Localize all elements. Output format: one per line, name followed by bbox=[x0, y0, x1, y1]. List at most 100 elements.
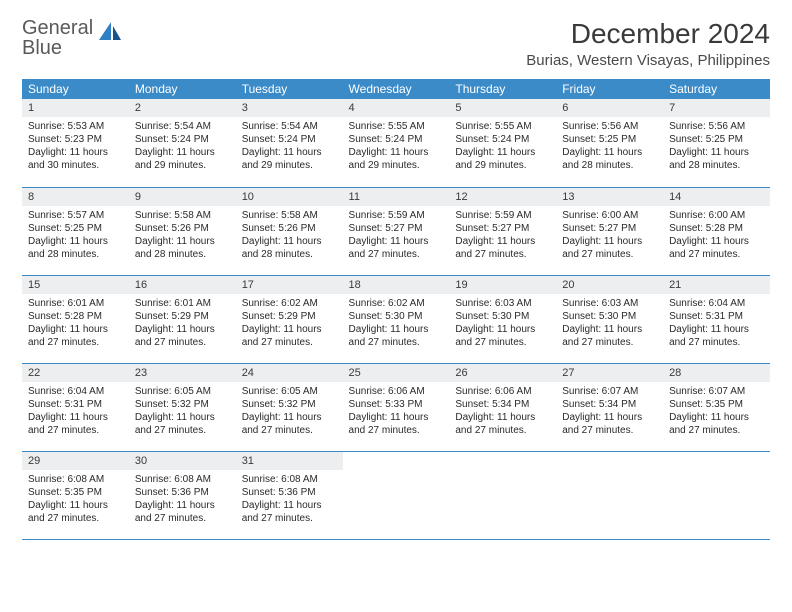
sunset-text: Sunset: 5:24 PM bbox=[349, 133, 444, 146]
calendar-week-row: 29Sunrise: 6:08 AMSunset: 5:35 PMDayligh… bbox=[22, 451, 770, 539]
sunset-text: Sunset: 5:27 PM bbox=[349, 222, 444, 235]
day-body: Sunrise: 6:00 AMSunset: 5:27 PMDaylight:… bbox=[556, 206, 663, 267]
day-header: Thursday bbox=[449, 79, 556, 99]
sail-icon bbox=[97, 20, 123, 47]
day-number: 16 bbox=[129, 276, 236, 294]
daylight-text: and 27 minutes. bbox=[242, 336, 337, 349]
daylight-text: Daylight: 11 hours bbox=[349, 235, 444, 248]
calendar-day-cell: 31Sunrise: 6:08 AMSunset: 5:36 PMDayligh… bbox=[236, 451, 343, 539]
calendar-day-cell: 16Sunrise: 6:01 AMSunset: 5:29 PMDayligh… bbox=[129, 275, 236, 363]
day-number: 6 bbox=[556, 99, 663, 117]
daylight-text: and 27 minutes. bbox=[562, 336, 657, 349]
sunset-text: Sunset: 5:27 PM bbox=[455, 222, 550, 235]
calendar-day-cell: 14Sunrise: 6:00 AMSunset: 5:28 PMDayligh… bbox=[663, 187, 770, 275]
day-number: 14 bbox=[663, 188, 770, 206]
day-body: Sunrise: 6:00 AMSunset: 5:28 PMDaylight:… bbox=[663, 206, 770, 267]
daylight-text: Daylight: 11 hours bbox=[135, 235, 230, 248]
day-body: Sunrise: 6:03 AMSunset: 5:30 PMDaylight:… bbox=[556, 294, 663, 355]
sunrise-text: Sunrise: 6:08 AM bbox=[242, 473, 337, 486]
calendar-day-cell: 7Sunrise: 5:56 AMSunset: 5:25 PMDaylight… bbox=[663, 99, 770, 187]
daylight-text: and 27 minutes. bbox=[455, 336, 550, 349]
sunrise-text: Sunrise: 6:00 AM bbox=[562, 209, 657, 222]
calendar-day-cell: 25Sunrise: 6:06 AMSunset: 5:33 PMDayligh… bbox=[343, 363, 450, 451]
sunrise-text: Sunrise: 5:55 AM bbox=[455, 120, 550, 133]
sunrise-text: Sunrise: 5:54 AM bbox=[135, 120, 230, 133]
calendar-day-cell: 3Sunrise: 5:54 AMSunset: 5:24 PMDaylight… bbox=[236, 99, 343, 187]
day-body: Sunrise: 6:08 AMSunset: 5:36 PMDaylight:… bbox=[129, 470, 236, 531]
daylight-text: and 27 minutes. bbox=[349, 336, 444, 349]
daylight-text: and 27 minutes. bbox=[135, 336, 230, 349]
daylight-text: Daylight: 11 hours bbox=[28, 146, 123, 159]
daylight-text: and 27 minutes. bbox=[242, 424, 337, 437]
day-body: Sunrise: 6:01 AMSunset: 5:28 PMDaylight:… bbox=[22, 294, 129, 355]
daylight-text: and 27 minutes. bbox=[135, 512, 230, 525]
day-header: Tuesday bbox=[236, 79, 343, 99]
sunset-text: Sunset: 5:25 PM bbox=[28, 222, 123, 235]
day-number: 10 bbox=[236, 188, 343, 206]
day-body: Sunrise: 6:04 AMSunset: 5:31 PMDaylight:… bbox=[663, 294, 770, 355]
day-number: 31 bbox=[236, 452, 343, 470]
sunset-text: Sunset: 5:25 PM bbox=[669, 133, 764, 146]
day-body: Sunrise: 5:59 AMSunset: 5:27 PMDaylight:… bbox=[343, 206, 450, 267]
sunrise-text: Sunrise: 5:59 AM bbox=[455, 209, 550, 222]
day-number: 29 bbox=[22, 452, 129, 470]
sunset-text: Sunset: 5:31 PM bbox=[669, 310, 764, 323]
daylight-text: and 28 minutes. bbox=[669, 159, 764, 172]
day-body: Sunrise: 5:57 AMSunset: 5:25 PMDaylight:… bbox=[22, 206, 129, 267]
sunset-text: Sunset: 5:35 PM bbox=[669, 398, 764, 411]
day-number: 28 bbox=[663, 364, 770, 382]
calendar-day-cell: 29Sunrise: 6:08 AMSunset: 5:35 PMDayligh… bbox=[22, 451, 129, 539]
daylight-text: and 27 minutes. bbox=[135, 424, 230, 437]
sunset-text: Sunset: 5:30 PM bbox=[349, 310, 444, 323]
sunrise-text: Sunrise: 6:03 AM bbox=[455, 297, 550, 310]
daylight-text: Daylight: 11 hours bbox=[135, 411, 230, 424]
daylight-text: and 27 minutes. bbox=[349, 248, 444, 261]
brand-text-line2: Blue bbox=[22, 38, 93, 58]
sunrise-text: Sunrise: 6:00 AM bbox=[669, 209, 764, 222]
sunrise-text: Sunrise: 5:53 AM bbox=[28, 120, 123, 133]
sunrise-text: Sunrise: 5:57 AM bbox=[28, 209, 123, 222]
daylight-text: Daylight: 11 hours bbox=[242, 235, 337, 248]
calendar-day-cell: 30Sunrise: 6:08 AMSunset: 5:36 PMDayligh… bbox=[129, 451, 236, 539]
day-body: Sunrise: 5:55 AMSunset: 5:24 PMDaylight:… bbox=[449, 117, 556, 178]
day-body: Sunrise: 5:56 AMSunset: 5:25 PMDaylight:… bbox=[663, 117, 770, 178]
day-body: Sunrise: 6:04 AMSunset: 5:31 PMDaylight:… bbox=[22, 382, 129, 443]
sunrise-text: Sunrise: 6:06 AM bbox=[349, 385, 444, 398]
calendar-day-cell: 27Sunrise: 6:07 AMSunset: 5:34 PMDayligh… bbox=[556, 363, 663, 451]
calendar-day-cell: 6Sunrise: 5:56 AMSunset: 5:25 PMDaylight… bbox=[556, 99, 663, 187]
sunset-text: Sunset: 5:31 PM bbox=[28, 398, 123, 411]
daylight-text: Daylight: 11 hours bbox=[242, 323, 337, 336]
sunset-text: Sunset: 5:32 PM bbox=[135, 398, 230, 411]
calendar-day-cell: 17Sunrise: 6:02 AMSunset: 5:29 PMDayligh… bbox=[236, 275, 343, 363]
sunrise-text: Sunrise: 5:56 AM bbox=[669, 120, 764, 133]
daylight-text: Daylight: 11 hours bbox=[669, 146, 764, 159]
day-header: Wednesday bbox=[343, 79, 450, 99]
daylight-text: Daylight: 11 hours bbox=[242, 499, 337, 512]
day-header: Monday bbox=[129, 79, 236, 99]
calendar-day-cell: 19Sunrise: 6:03 AMSunset: 5:30 PMDayligh… bbox=[449, 275, 556, 363]
day-number: 23 bbox=[129, 364, 236, 382]
sunset-text: Sunset: 5:29 PM bbox=[135, 310, 230, 323]
calendar-day-cell: 2Sunrise: 5:54 AMSunset: 5:24 PMDaylight… bbox=[129, 99, 236, 187]
calendar-day-cell: 20Sunrise: 6:03 AMSunset: 5:30 PMDayligh… bbox=[556, 275, 663, 363]
calendar-day-cell bbox=[556, 451, 663, 539]
day-body: Sunrise: 5:59 AMSunset: 5:27 PMDaylight:… bbox=[449, 206, 556, 267]
month-title: December 2024 bbox=[526, 18, 770, 50]
daylight-text: Daylight: 11 hours bbox=[28, 323, 123, 336]
sunrise-text: Sunrise: 6:07 AM bbox=[562, 385, 657, 398]
day-body: Sunrise: 5:58 AMSunset: 5:26 PMDaylight:… bbox=[236, 206, 343, 267]
day-header: Friday bbox=[556, 79, 663, 99]
day-number: 8 bbox=[22, 188, 129, 206]
calendar-day-cell: 11Sunrise: 5:59 AMSunset: 5:27 PMDayligh… bbox=[343, 187, 450, 275]
sunrise-text: Sunrise: 5:55 AM bbox=[349, 120, 444, 133]
day-number: 30 bbox=[129, 452, 236, 470]
daylight-text: Daylight: 11 hours bbox=[349, 411, 444, 424]
daylight-text: and 27 minutes. bbox=[669, 336, 764, 349]
sunset-text: Sunset: 5:24 PM bbox=[242, 133, 337, 146]
day-number: 12 bbox=[449, 188, 556, 206]
day-number: 5 bbox=[449, 99, 556, 117]
daylight-text: Daylight: 11 hours bbox=[349, 323, 444, 336]
day-number: 4 bbox=[343, 99, 450, 117]
day-body: Sunrise: 5:55 AMSunset: 5:24 PMDaylight:… bbox=[343, 117, 450, 178]
day-number: 19 bbox=[449, 276, 556, 294]
